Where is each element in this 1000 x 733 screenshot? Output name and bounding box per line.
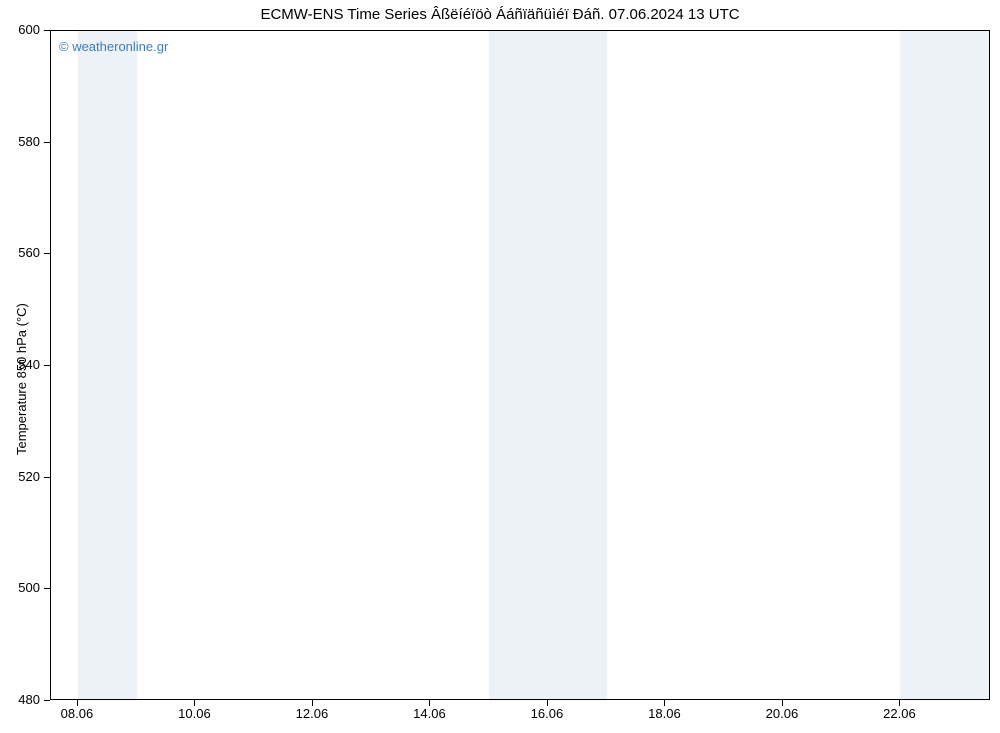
x-tick-label: 12.06 bbox=[296, 706, 329, 721]
x-tick-label: 08.06 bbox=[61, 706, 94, 721]
x-tick-label: 14.06 bbox=[413, 706, 446, 721]
y-axis-label: Temperature 850 hPa (°C) bbox=[14, 303, 29, 455]
x-tick-mark bbox=[664, 700, 665, 706]
x-tick-label: 10.06 bbox=[178, 706, 211, 721]
x-tick-label: 22.06 bbox=[883, 706, 916, 721]
chart-title: ECMW-ENS Time Series Âßëíéïöò Ááñïäñüìéï… bbox=[0, 6, 1000, 23]
x-tick-mark bbox=[312, 700, 313, 706]
x-tick-label: 18.06 bbox=[648, 706, 681, 721]
y-tick-label: 560 bbox=[0, 245, 40, 260]
weekend-band bbox=[78, 31, 137, 699]
x-tick-mark bbox=[547, 700, 548, 706]
x-tick-label: 20.06 bbox=[766, 706, 799, 721]
y-tick-mark bbox=[44, 142, 50, 143]
y-tick-label: 600 bbox=[0, 22, 40, 37]
x-tick-mark bbox=[899, 700, 900, 706]
x-tick-mark bbox=[194, 700, 195, 706]
y-tick-mark bbox=[44, 30, 50, 31]
y-tick-mark bbox=[44, 700, 50, 701]
y-tick-mark bbox=[44, 253, 50, 254]
y-tick-label: 480 bbox=[0, 692, 40, 707]
x-tick-label: 16.06 bbox=[531, 706, 564, 721]
y-tick-mark bbox=[44, 588, 50, 589]
x-tick-mark bbox=[77, 700, 78, 706]
y-tick-label: 520 bbox=[0, 469, 40, 484]
watermark: © weatheronline.gr bbox=[59, 39, 168, 54]
y-tick-label: 500 bbox=[0, 580, 40, 595]
y-tick-mark bbox=[44, 477, 50, 478]
weekend-band bbox=[900, 31, 990, 699]
x-tick-mark bbox=[429, 700, 430, 706]
y-tick-mark bbox=[44, 365, 50, 366]
x-tick-mark bbox=[782, 700, 783, 706]
y-tick-label: 540 bbox=[0, 357, 40, 372]
y-tick-label: 580 bbox=[0, 134, 40, 149]
weekend-band bbox=[489, 31, 607, 699]
plot-area: © weatheronline.gr bbox=[50, 30, 990, 700]
chart-container: ECMW-ENS Time Series Âßëíéïöò Ááñïäñüìéï… bbox=[0, 0, 1000, 733]
